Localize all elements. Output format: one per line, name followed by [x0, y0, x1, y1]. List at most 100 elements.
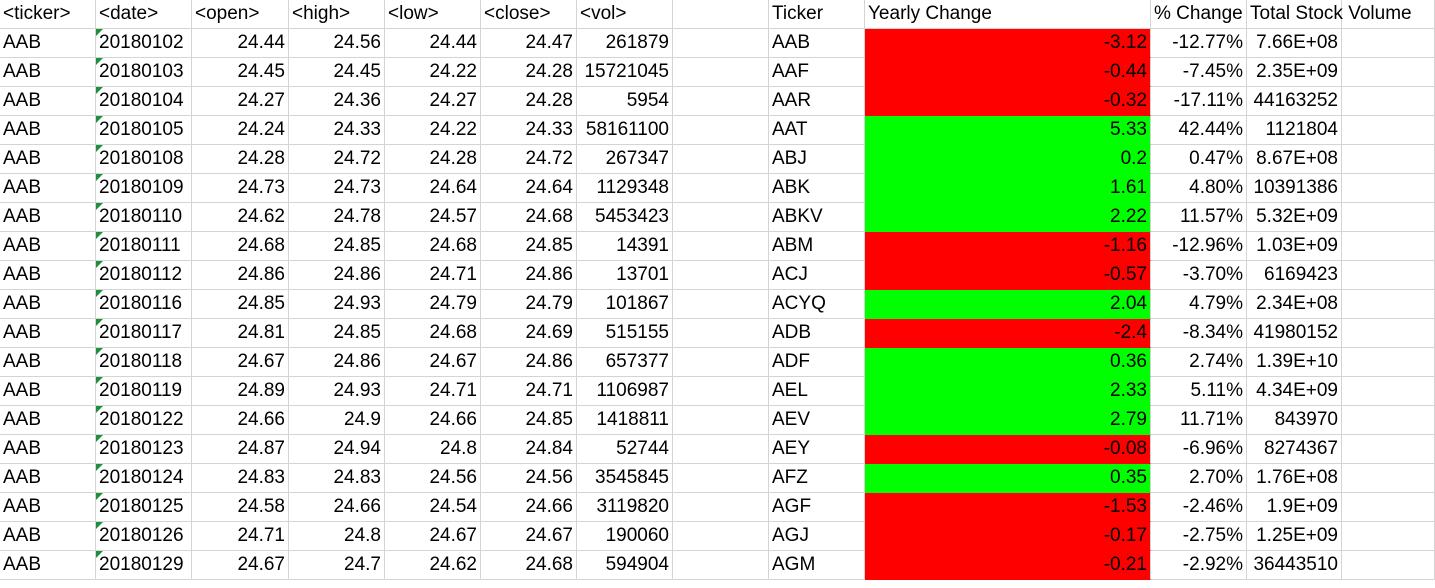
cell-summary-ticker[interactable]: ABK: [769, 174, 865, 203]
cell-extra[interactable]: [1342, 174, 1435, 203]
cell-high[interactable]: 24.93: [289, 290, 385, 319]
cell-empty[interactable]: [673, 377, 769, 406]
cell-ticker[interactable]: AAB: [0, 319, 96, 348]
cell-date[interactable]: 20180125: [96, 493, 192, 522]
cell-close[interactable]: 24.69: [481, 319, 577, 348]
cell-total-volume[interactable]: 1.03E+09: [1247, 232, 1342, 261]
cell-percent-change[interactable]: 11.57%: [1151, 203, 1247, 232]
cell-total-volume[interactable]: 41980152: [1247, 319, 1342, 348]
cell-open[interactable]: 24.28: [192, 145, 289, 174]
cell-date[interactable]: 20180109: [96, 174, 192, 203]
cell-high[interactable]: 24.66: [289, 493, 385, 522]
cell-empty[interactable]: [673, 174, 769, 203]
cell-vol[interactable]: 13701: [577, 261, 673, 290]
cell-vol[interactable]: 3545845: [577, 464, 673, 493]
cell-open[interactable]: 24.85: [192, 290, 289, 319]
cell-empty[interactable]: [673, 232, 769, 261]
cell-yearly-change[interactable]: 0.36: [865, 348, 1151, 377]
cell-vol[interactable]: 15721045: [577, 58, 673, 87]
cell-open[interactable]: 24.68: [192, 232, 289, 261]
cell-date[interactable]: 20180126: [96, 522, 192, 551]
cell-close[interactable]: 24.28: [481, 87, 577, 116]
cell-low[interactable]: 24.68: [385, 232, 481, 261]
cell-summary-ticker[interactable]: AGF: [769, 493, 865, 522]
cell-open[interactable]: 24.71: [192, 522, 289, 551]
cell-ticker[interactable]: AAB: [0, 348, 96, 377]
cell-date[interactable]: 20180122: [96, 406, 192, 435]
header-cell-close[interactable]: <close>: [481, 0, 577, 29]
cell-vol[interactable]: 58161100: [577, 116, 673, 145]
cell-open[interactable]: 24.44: [192, 29, 289, 58]
cell-vol[interactable]: 3119820: [577, 493, 673, 522]
cell-high[interactable]: 24.93: [289, 377, 385, 406]
header-cell-extra[interactable]: [1342, 0, 1435, 29]
cell-date[interactable]: 20180102: [96, 29, 192, 58]
cell-date[interactable]: 20180111: [96, 232, 192, 261]
cell-yearly-change[interactable]: 1.61: [865, 174, 1151, 203]
cell-open[interactable]: 24.73: [192, 174, 289, 203]
cell-high[interactable]: 24.72: [289, 145, 385, 174]
cell-vol[interactable]: 52744: [577, 435, 673, 464]
header-cell-low[interactable]: <low>: [385, 0, 481, 29]
cell-yearly-change[interactable]: 2.04: [865, 290, 1151, 319]
cell-close[interactable]: 24.71: [481, 377, 577, 406]
cell-total-volume[interactable]: 8.67E+08: [1247, 145, 1342, 174]
cell-low[interactable]: 24.56: [385, 464, 481, 493]
cell-extra[interactable]: [1342, 464, 1435, 493]
header-cell-yearly-change[interactable]: Yearly Change: [865, 0, 1151, 29]
cell-high[interactable]: 24.33: [289, 116, 385, 145]
cell-total-volume[interactable]: 6169423: [1247, 261, 1342, 290]
cell-total-volume[interactable]: 843970: [1247, 406, 1342, 435]
cell-extra[interactable]: [1342, 116, 1435, 145]
cell-close[interactable]: 24.28: [481, 58, 577, 87]
cell-total-volume[interactable]: 4.34E+09: [1247, 377, 1342, 406]
cell-empty[interactable]: [673, 29, 769, 58]
cell-open[interactable]: 24.67: [192, 348, 289, 377]
cell-vol[interactable]: 1129348: [577, 174, 673, 203]
cell-empty[interactable]: [673, 290, 769, 319]
cell-date[interactable]: 20180119: [96, 377, 192, 406]
cell-percent-change[interactable]: 2.70%: [1151, 464, 1247, 493]
cell-yearly-change[interactable]: 2.79: [865, 406, 1151, 435]
cell-yearly-change[interactable]: -1.16: [865, 232, 1151, 261]
cell-open[interactable]: 24.24: [192, 116, 289, 145]
header-cell-empty[interactable]: [673, 0, 769, 29]
cell-low[interactable]: 24.67: [385, 348, 481, 377]
cell-high[interactable]: 24.85: [289, 319, 385, 348]
cell-close[interactable]: 24.68: [481, 551, 577, 580]
cell-summary-ticker[interactable]: AAF: [769, 58, 865, 87]
cell-high[interactable]: 24.83: [289, 464, 385, 493]
cell-total-volume[interactable]: 2.35E+09: [1247, 58, 1342, 87]
cell-percent-change[interactable]: 5.11%: [1151, 377, 1247, 406]
cell-ticker[interactable]: AAB: [0, 261, 96, 290]
cell-ticker[interactable]: AAB: [0, 493, 96, 522]
cell-date[interactable]: 20180124: [96, 464, 192, 493]
cell-vol[interactable]: 261879: [577, 29, 673, 58]
cell-vol[interactable]: 14391: [577, 232, 673, 261]
cell-date[interactable]: 20180123: [96, 435, 192, 464]
cell-ticker[interactable]: AAB: [0, 464, 96, 493]
cell-high[interactable]: 24.94: [289, 435, 385, 464]
cell-ticker[interactable]: AAB: [0, 522, 96, 551]
cell-percent-change[interactable]: -2.46%: [1151, 493, 1247, 522]
cell-low[interactable]: 24.66: [385, 406, 481, 435]
cell-vol[interactable]: 267347: [577, 145, 673, 174]
cell-open[interactable]: 24.87: [192, 435, 289, 464]
cell-low[interactable]: 24.67: [385, 522, 481, 551]
cell-date[interactable]: 20180116: [96, 290, 192, 319]
cell-total-volume[interactable]: 1.9E+09: [1247, 493, 1342, 522]
cell-close[interactable]: 24.84: [481, 435, 577, 464]
cell-close[interactable]: 24.33: [481, 116, 577, 145]
cell-summary-ticker[interactable]: AAT: [769, 116, 865, 145]
cell-close[interactable]: 24.68: [481, 203, 577, 232]
cell-total-volume[interactable]: 7.66E+08: [1247, 29, 1342, 58]
cell-date[interactable]: 20180108: [96, 145, 192, 174]
cell-summary-ticker[interactable]: ABM: [769, 232, 865, 261]
cell-yearly-change[interactable]: -1.53: [865, 493, 1151, 522]
cell-low[interactable]: 24.71: [385, 261, 481, 290]
cell-ticker[interactable]: AAB: [0, 232, 96, 261]
cell-open[interactable]: 24.86: [192, 261, 289, 290]
cell-low[interactable]: 24.68: [385, 319, 481, 348]
cell-close[interactable]: 24.67: [481, 522, 577, 551]
